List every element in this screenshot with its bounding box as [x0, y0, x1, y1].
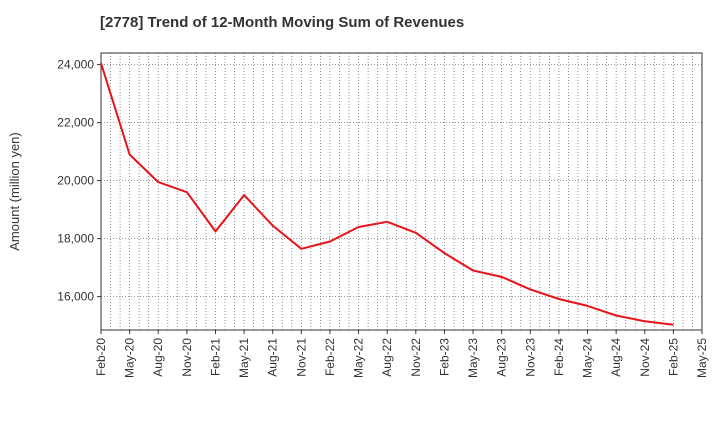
chart-title: [2778] Trend of 12-Month Moving Sum of R… [100, 14, 465, 31]
x-tick-label: Aug-23 [495, 338, 509, 377]
x-tick-label: Nov-24 [638, 338, 652, 377]
x-tick-label: Aug-22 [380, 338, 394, 377]
plot-area [100, 52, 703, 331]
x-tick-label: May-22 [352, 338, 366, 378]
grid [101, 53, 702, 330]
x-tick-label: Nov-20 [180, 338, 194, 377]
x-tick-label: May-20 [123, 338, 137, 378]
y-tick-label: 22,000 [57, 116, 94, 130]
y-tick-label: 16,000 [57, 290, 94, 304]
x-tick-label: Feb-20 [94, 338, 108, 376]
x-tick-label: May-21 [237, 338, 251, 378]
x-tick-label: Feb-25 [666, 338, 680, 376]
x-tick-label: Feb-23 [437, 338, 451, 376]
y-axis-ticks: 16,000 18,000 20,000 22,000 24,000 [57, 58, 101, 304]
x-tick-label: May-23 [466, 338, 480, 378]
x-tick-label: Nov-21 [294, 338, 308, 377]
y-tick-label: 20,000 [57, 174, 94, 188]
x-tick-label: Aug-21 [266, 338, 280, 377]
x-tick-label: Nov-22 [409, 338, 423, 377]
y-tick-label: 18,000 [57, 232, 94, 246]
x-tick-label: Feb-24 [552, 338, 566, 376]
x-tick-label: Aug-20 [151, 338, 165, 377]
x-tick-label: May-25 [695, 338, 709, 378]
x-tick-label: Nov-23 [523, 338, 537, 377]
y-tick-label: 24,000 [57, 58, 94, 72]
x-tick-label: Feb-21 [208, 338, 222, 376]
y-axis-label: Amount (million yen) [7, 132, 22, 251]
x-axis-ticks: Feb-20 May-20 Aug-20 Nov-20 Feb-21 May-21 Aug-… [94, 330, 709, 378]
series [100, 62, 674, 326]
x-tick-label: May-24 [581, 338, 595, 378]
x-tick-label: Aug-24 [609, 338, 623, 377]
x-tick-label: Feb-22 [323, 338, 337, 376]
series-line [100, 62, 674, 326]
